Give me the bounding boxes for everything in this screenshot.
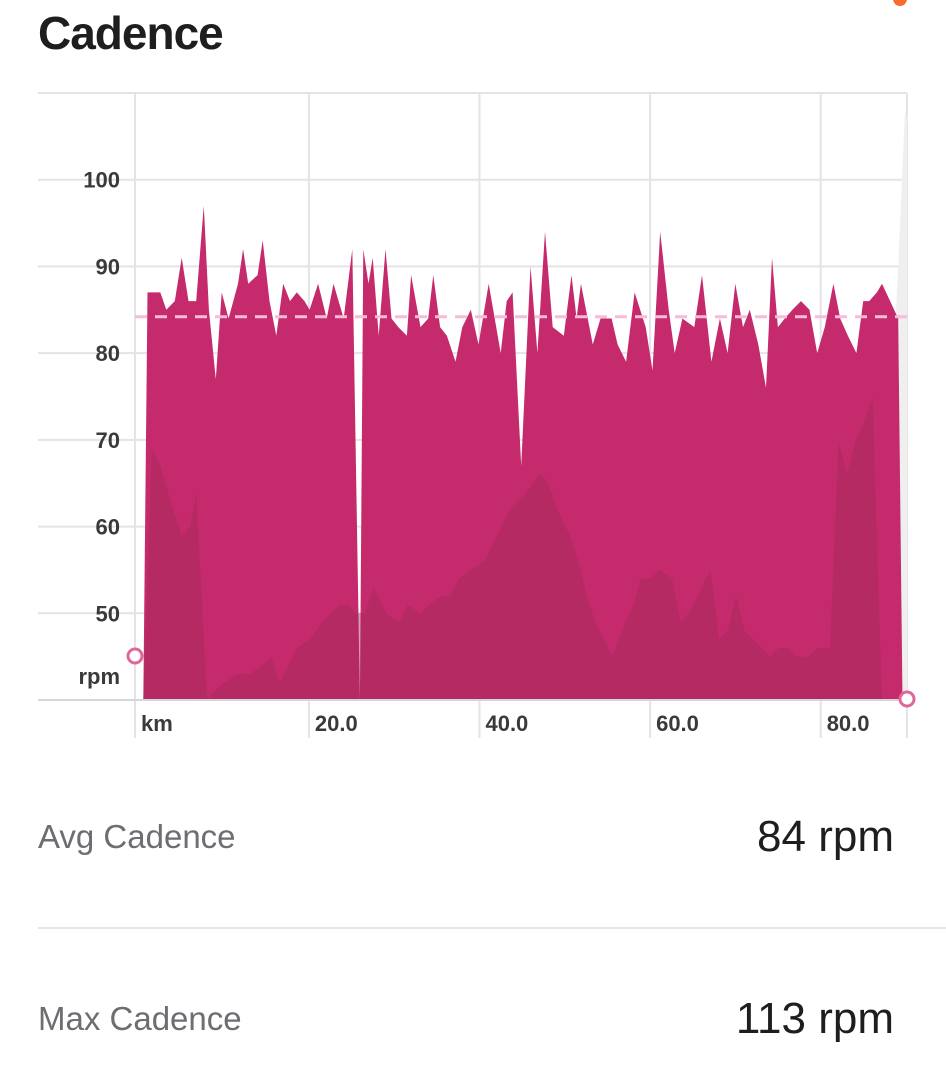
range-end-handle[interactable]: [898, 690, 916, 708]
y-tick-label: 90: [96, 254, 120, 279]
max-cadence-row: Max Cadence 113 rpm: [38, 994, 908, 1060]
x-tick-label: 40.0: [485, 711, 528, 736]
avg-cadence-label: Avg Cadence: [38, 818, 236, 855]
y-tick-label: 70: [96, 428, 120, 453]
page-title: Cadence: [38, 7, 224, 59]
x-tick-label: 60.0: [656, 711, 699, 736]
y-tick-label: 100: [83, 168, 120, 193]
x-tick-label: 80.0: [827, 711, 870, 736]
y-tick-label: 80: [96, 341, 120, 366]
stats-divider: [38, 927, 946, 929]
max-cadence-label: Max Cadence: [38, 1000, 242, 1037]
y-tick-label: 50: [96, 601, 120, 626]
max-cadence-value: 113 rpm: [735, 994, 894, 1043]
y-axis-label: rpm: [78, 664, 120, 689]
elevation-area: [143, 396, 882, 700]
cadence-area: [143, 205, 903, 700]
x-tick-label: km: [141, 711, 173, 736]
avg-cadence-value: 84 rpm: [757, 812, 894, 861]
avg-cadence-row: Avg Cadence 84 rpm: [38, 812, 908, 878]
x-tick-label: 20.0: [315, 711, 358, 736]
range-start-handle[interactable]: [126, 647, 144, 665]
y-tick-label: 60: [96, 515, 120, 540]
notification-dot: [893, 0, 907, 6]
chart-series: [143, 110, 909, 701]
